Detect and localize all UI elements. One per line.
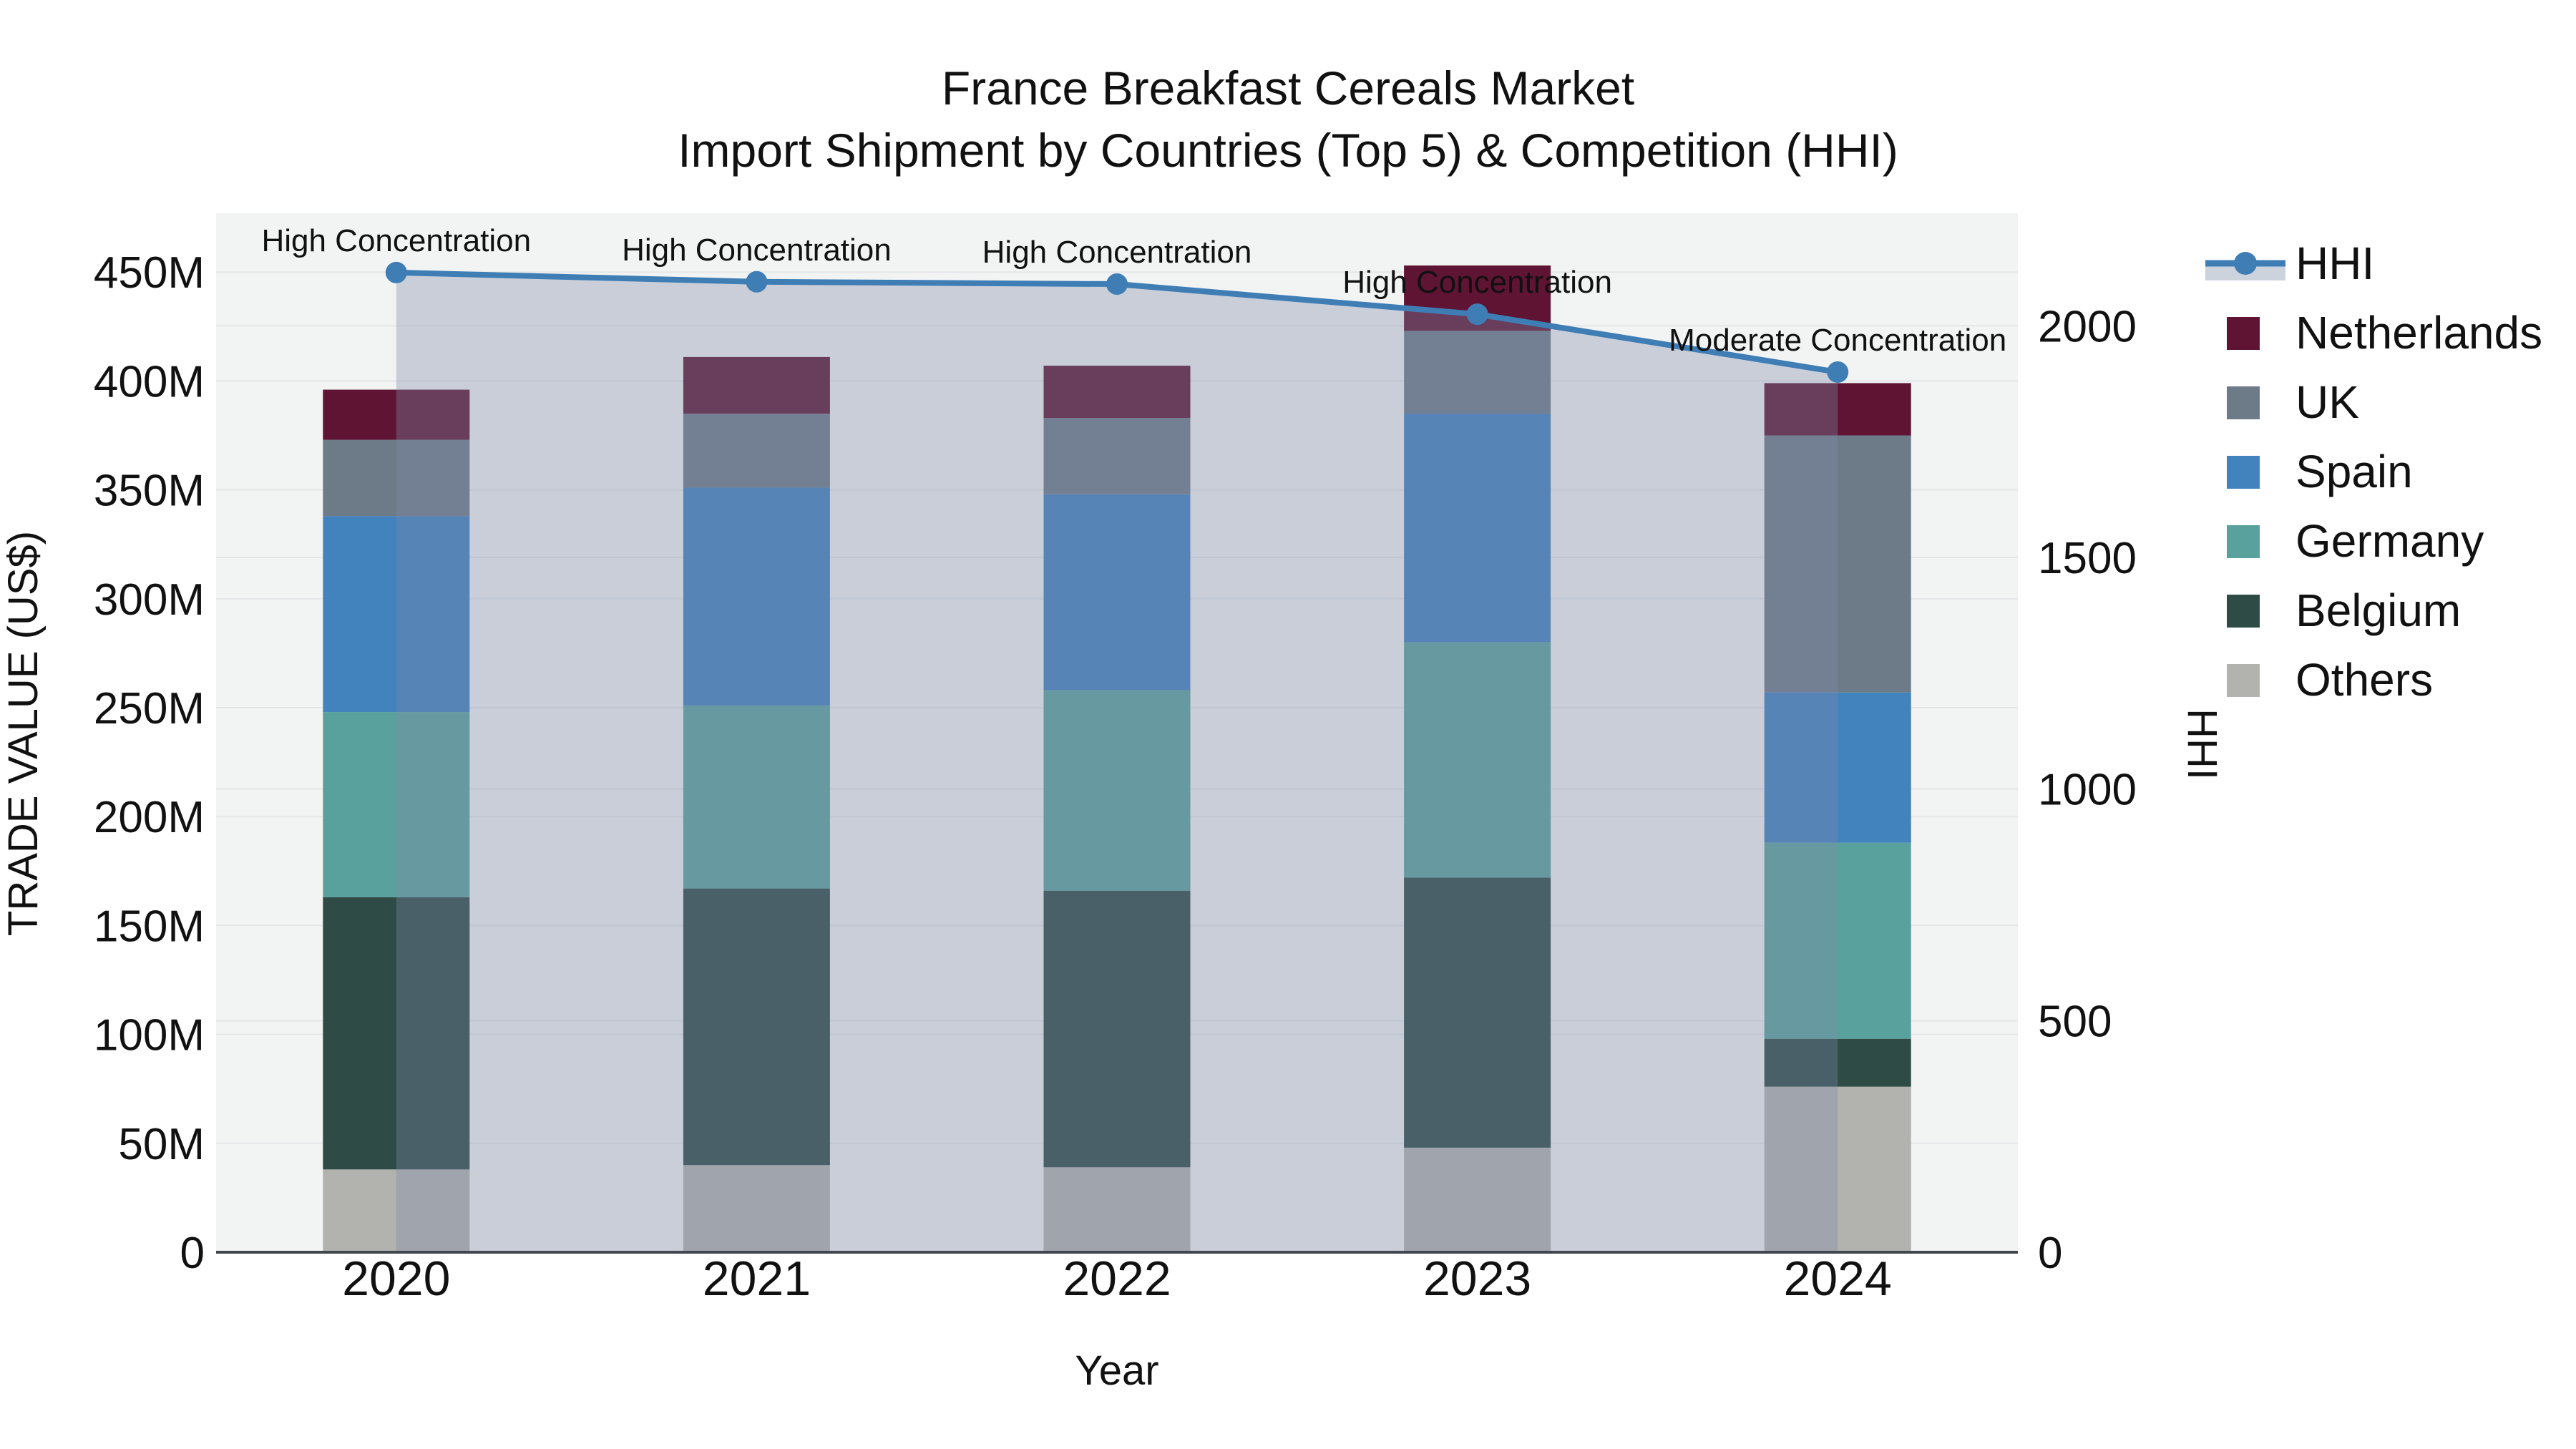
- legend-item-uk[interactable]: UK: [2227, 376, 2359, 428]
- bar-segment-others-2021[interactable]: [683, 1165, 830, 1252]
- y-right-tick: 2000: [2038, 302, 2137, 351]
- bar-segment-uk-2022[interactable]: [1043, 418, 1191, 494]
- legend-label: Spain: [2296, 446, 2413, 497]
- y-left-tick: 150M: [94, 902, 205, 951]
- bar-segment-germany-2023[interactable]: [1404, 642, 1551, 878]
- y-left-tick: 300M: [94, 575, 205, 625]
- bar-segment-uk-2020[interactable]: [323, 439, 470, 517]
- y-left-tick: 100M: [94, 1011, 205, 1060]
- legend-label: Others: [2296, 654, 2433, 706]
- annotation-2023: High Concentration: [1342, 265, 1612, 300]
- legend: HHI Netherlands UK Spain Germany Belgium Other…: [2205, 238, 2542, 706]
- legend-label: Netherlands: [2296, 307, 2542, 358]
- bar-segment-spain-2020[interactable]: [323, 516, 470, 713]
- legend-item-others[interactable]: Others: [2227, 654, 2433, 706]
- y-left-tick: 50M: [118, 1120, 205, 1169]
- bar-segment-belgium-2020[interactable]: [323, 897, 470, 1170]
- annotation-2020: High Concentration: [261, 223, 531, 258]
- bar-segment-belgium-2023[interactable]: [1404, 877, 1551, 1148]
- y-right-axis-title: HHI: [2179, 708, 2225, 780]
- bar-segment-others-2022[interactable]: [1043, 1167, 1191, 1252]
- x-tick-year: 2023: [1423, 1252, 1531, 1306]
- y-right-tick: 0: [2038, 1229, 2062, 1278]
- legend-item-netherlands[interactable]: Netherlands: [2227, 307, 2542, 358]
- y-left-tick: 350M: [94, 467, 205, 516]
- legend-hhi-marker-swatch: [2234, 252, 2257, 275]
- hhi-fill-area: [396, 272, 1838, 1252]
- hhi-marker-2023[interactable]: [1466, 303, 1488, 326]
- bars: [323, 265, 1911, 1252]
- legend-label: UK: [2296, 376, 2359, 428]
- x-axis-title: Year: [1075, 1347, 1158, 1394]
- x-tick-year: 2020: [342, 1252, 450, 1306]
- hhi-marker-2020[interactable]: [385, 261, 407, 283]
- bar-segment-netherlands-2022[interactable]: [1043, 366, 1191, 419]
- bar-segment-others-2020[interactable]: [323, 1169, 470, 1252]
- bar-segment-germany-2022[interactable]: [1043, 690, 1191, 891]
- y-left-tick: 200M: [94, 793, 205, 842]
- annotation-2024: Moderate Concentration: [1669, 323, 2006, 358]
- bar-segment-spain-2022[interactable]: [1043, 494, 1191, 691]
- hhi-marker-2024[interactable]: [1827, 361, 1849, 384]
- y-left-tick: 400M: [94, 357, 205, 406]
- legend-color-swatch: [2227, 525, 2260, 558]
- legend-item-hhi[interactable]: HHI: [2205, 238, 2374, 289]
- y-right-tick: 1500: [2038, 534, 2137, 583]
- legend-color-swatch: [2227, 456, 2260, 489]
- legend-color-swatch: [2227, 386, 2260, 419]
- x-tick-year: 2021: [703, 1252, 811, 1306]
- bar-segment-others-2024[interactable]: [1764, 1086, 1911, 1252]
- legend-label: HHI: [2296, 238, 2374, 289]
- y-right-tick: 1000: [2038, 766, 2137, 815]
- hhi-marker-2022[interactable]: [1106, 273, 1128, 296]
- bar-segment-belgium-2024[interactable]: [1764, 1038, 1911, 1087]
- bar-segment-germany-2024[interactable]: [1764, 842, 1911, 1039]
- bar-segment-belgium-2021[interactable]: [683, 888, 830, 1166]
- y-right-tick: 500: [2038, 997, 2112, 1046]
- bar-segment-belgium-2022[interactable]: [1043, 890, 1191, 1168]
- legend-label: Germany: [2296, 515, 2484, 567]
- legend-color-swatch: [2227, 595, 2260, 628]
- bar-segment-germany-2020[interactable]: [323, 712, 470, 897]
- y-left-tick: 250M: [94, 684, 205, 733]
- bar-segment-others-2023[interactable]: [1404, 1147, 1551, 1252]
- x-tick-year: 2024: [1784, 1252, 1892, 1306]
- bar-segment-germany-2021[interactable]: [683, 705, 830, 889]
- annotation-2021: High Concentration: [622, 233, 892, 268]
- bar-segment-netherlands-2024[interactable]: [1764, 383, 1911, 436]
- bar-segment-spain-2024[interactable]: [1764, 692, 1911, 843]
- chart-title: France Breakfast Cereals Market: [942, 62, 1634, 114]
- legend-item-belgium[interactable]: Belgium: [2227, 585, 2461, 636]
- bar-segment-spain-2023[interactable]: [1404, 414, 1551, 643]
- bar-segment-spain-2021[interactable]: [683, 487, 830, 706]
- bar-segment-uk-2021[interactable]: [683, 414, 830, 488]
- bar-segment-uk-2023[interactable]: [1404, 331, 1551, 414]
- chart-subtitle: Import Shipment by Countries (Top 5) & C…: [678, 124, 1898, 177]
- y-left-axis-title: TRADE VALUE (US$): [0, 531, 47, 936]
- legend-item-germany[interactable]: Germany: [2227, 515, 2484, 567]
- legend-color-swatch: [2227, 664, 2260, 697]
- legend-color-swatch: [2227, 317, 2260, 350]
- x-tick-year: 2022: [1063, 1252, 1171, 1306]
- hhi-marker-2021[interactable]: [746, 270, 768, 293]
- legend-label: Belgium: [2296, 585, 2461, 636]
- bar-segment-uk-2024[interactable]: [1764, 435, 1911, 693]
- annotation-2022: High Concentration: [982, 235, 1252, 270]
- legend-item-spain[interactable]: Spain: [2227, 446, 2413, 497]
- y-left-tick: 0: [180, 1229, 205, 1278]
- bar-segment-netherlands-2021[interactable]: [683, 356, 830, 414]
- y-left-tick: 450M: [94, 248, 205, 298]
- bar-segment-netherlands-2020[interactable]: [323, 389, 470, 440]
